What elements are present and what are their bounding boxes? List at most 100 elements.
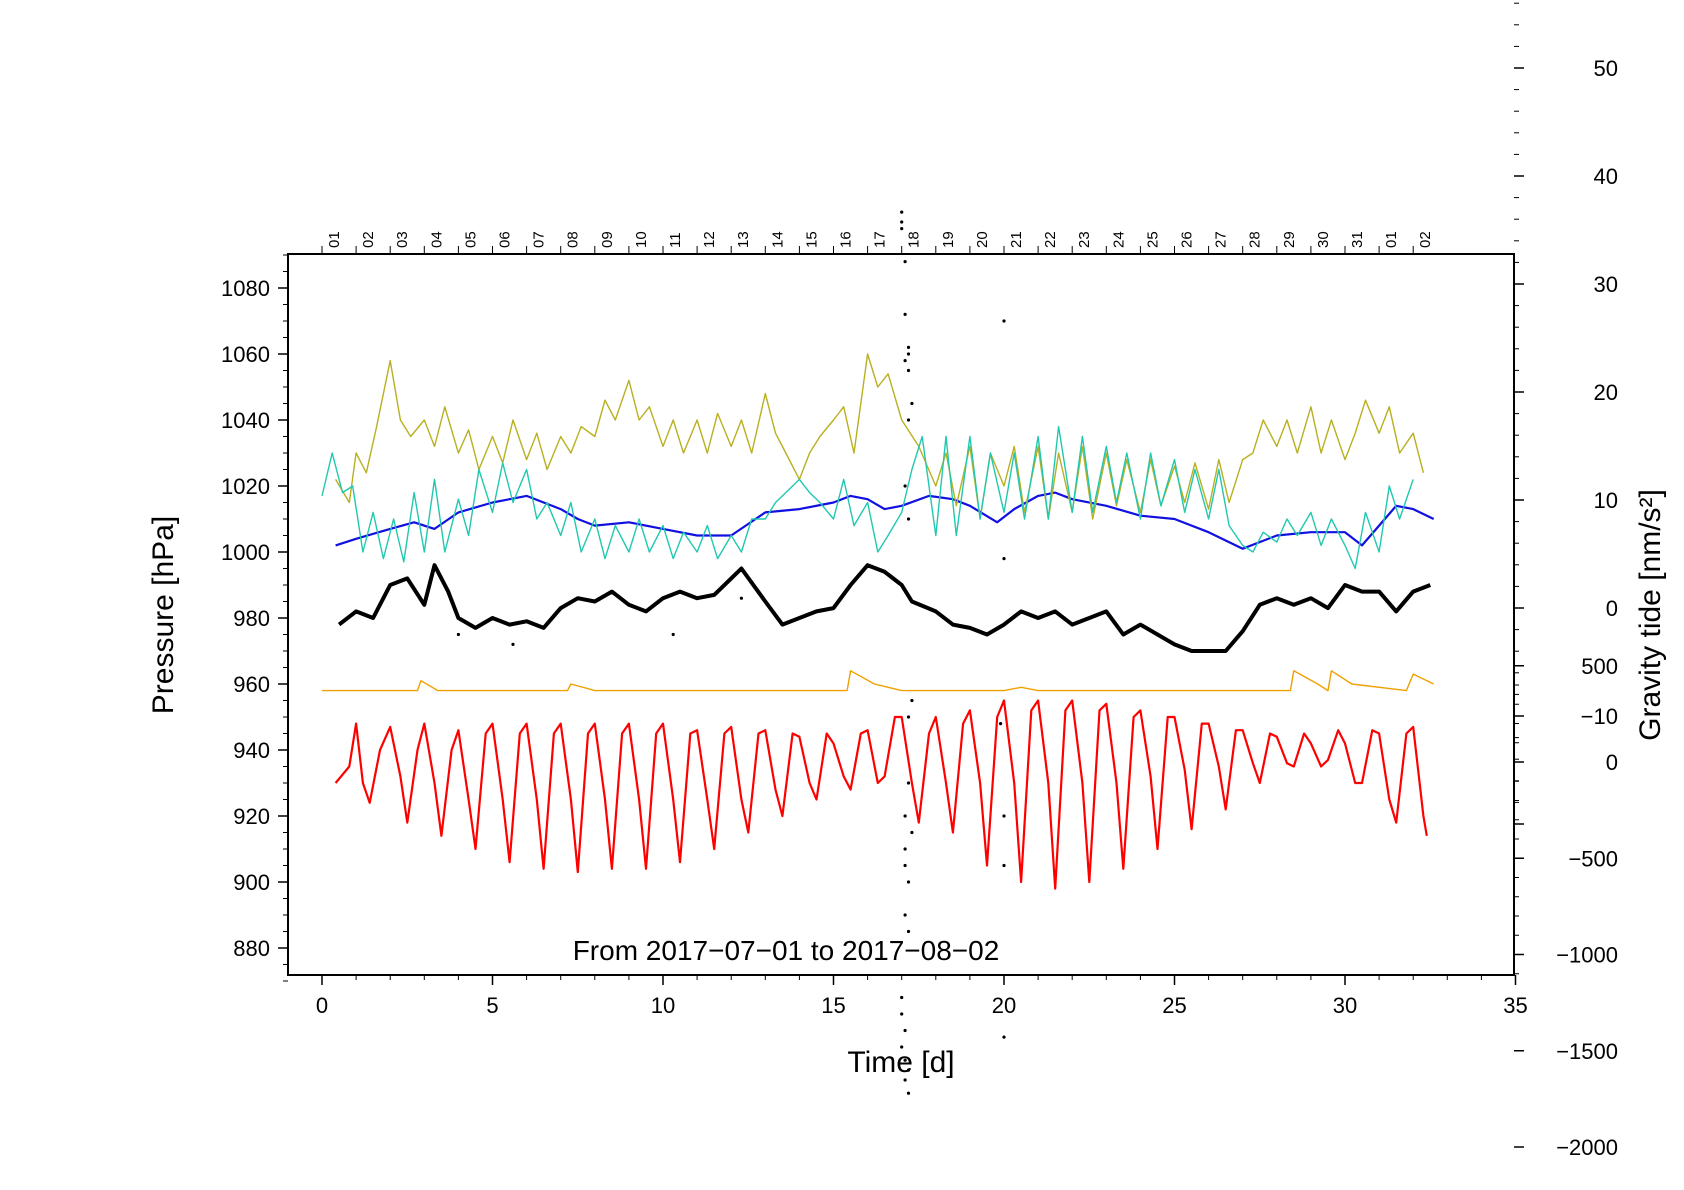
top-day-label: 12	[701, 231, 718, 248]
top-day-label: 26	[1179, 231, 1196, 248]
y-right-upper-tick-label: 10	[1594, 488, 1618, 513]
outlier-dot	[906, 1091, 911, 1095]
outlier-dot	[910, 698, 914, 703]
outlier-dot	[906, 1068, 911, 1072]
y-left-tick-label: 960	[233, 672, 270, 697]
outlier-dot	[999, 722, 1003, 726]
top-day-label: 02	[360, 231, 377, 248]
outlier-dot	[900, 220, 904, 224]
y-left-tick-label: 880	[233, 936, 270, 961]
top-day-label: 03	[394, 231, 411, 248]
series-line-3	[334, 699, 1428, 890]
top-day-label: 01	[1383, 231, 1400, 248]
outlier-dot	[906, 781, 911, 785]
top-day-label: 05	[462, 231, 479, 248]
series-layer	[321, 353, 1435, 890]
top-day-label: 06	[497, 231, 514, 248]
series-line-4	[334, 353, 1425, 520]
y-right-upper-tick-label: −10	[1581, 704, 1618, 729]
outlier-dot	[900, 1045, 904, 1049]
x-tick-label: 5	[486, 993, 498, 1018]
outlier-dot	[903, 484, 907, 488]
y-right-lower-tick-label: −500	[1568, 846, 1618, 871]
outlier-dot	[910, 830, 914, 835]
y-right-upper-tick-label: 20	[1594, 380, 1618, 405]
series-line-5	[321, 425, 1414, 570]
top-day-label: 04	[428, 231, 445, 248]
y-left-tick-label: 940	[233, 738, 270, 763]
y-right-lower-tick-label: −1500	[1556, 1039, 1618, 1064]
outlier-dot	[903, 814, 907, 818]
series-line-2	[322, 670, 1435, 692]
outlier-dot	[903, 913, 907, 917]
outlier-dot	[906, 715, 911, 719]
top-day-label: 22	[1042, 231, 1059, 248]
y-left-tick-label: 1000	[221, 540, 270, 565]
outlier-dot	[906, 929, 911, 934]
outlier-dot	[900, 1012, 904, 1016]
top-day-label: 17	[872, 231, 889, 248]
top-day-label: 31	[1349, 231, 1366, 248]
y-right-upper-tick-label: 50	[1594, 56, 1618, 81]
outlier-dot	[1002, 319, 1006, 323]
y-right-upper-tick-label: 30	[1594, 272, 1618, 297]
plot-frame	[287, 253, 1515, 976]
y-right-lower-tick-label: −1000	[1556, 943, 1618, 968]
outlier-dot	[906, 418, 911, 422]
outlier-dot	[906, 517, 911, 521]
top-day-label: 14	[769, 231, 786, 248]
y-left-tick-label: 920	[233, 804, 270, 829]
outlier-dot	[903, 1058, 907, 1062]
x-tick-label: 25	[1162, 993, 1186, 1018]
outlier-dot	[456, 632, 460, 637]
x-tick-label: 20	[992, 993, 1016, 1018]
top-day-label: 09	[599, 231, 616, 248]
outlier-dot	[906, 880, 911, 884]
top-day-label: 02	[1417, 231, 1434, 248]
outlier-dot	[900, 210, 904, 214]
y-left-tick-label: 1080	[221, 276, 270, 301]
y-left-tick-label: 1040	[221, 408, 270, 433]
top-day-label: 28	[1247, 231, 1264, 248]
outlier-dot	[906, 352, 911, 356]
outlier-dot	[906, 345, 911, 349]
top-day-label: 13	[735, 231, 752, 248]
top-day-label: 29	[1281, 231, 1298, 248]
outlier-dot	[1002, 863, 1006, 868]
top-day-label: 15	[803, 231, 820, 248]
outlier-dot	[903, 863, 907, 868]
y-right-lower-tick-label: −2000	[1556, 1135, 1618, 1160]
top-day-label: 19	[940, 231, 957, 248]
outlier-dot	[903, 1078, 907, 1082]
top-day-label: 21	[1008, 231, 1025, 248]
outlier-dot	[903, 847, 907, 851]
top-day-label: 18	[906, 231, 923, 248]
outlier-dot	[1002, 814, 1006, 818]
outlier-dot	[903, 359, 907, 363]
y-left-tick-label: 1020	[221, 474, 270, 499]
x-tick-label: 35	[1503, 993, 1527, 1018]
top-day-label: 23	[1076, 231, 1093, 248]
outlier-dot	[671, 632, 675, 637]
outlier-dot	[900, 227, 904, 231]
y-axis-title-right: Gravity tide [nm/s²]	[1634, 489, 1667, 741]
top-day-label: 11	[667, 232, 684, 248]
top-day-label: 27	[1213, 231, 1230, 248]
x-tick-label: 15	[821, 993, 845, 1018]
top-day-label: 20	[974, 231, 991, 248]
top-day-label: 16	[838, 231, 855, 248]
top-day-label: 25	[1144, 231, 1161, 248]
y-left-tick-label: 900	[233, 870, 270, 895]
top-day-label: 07	[531, 231, 548, 248]
x-axis-title: Time [d]	[847, 1046, 954, 1079]
x-tick-label: 10	[651, 993, 675, 1018]
date-range-annotation: From 2017−07−01 to 2017−08−02	[573, 935, 1000, 966]
top-day-label: 24	[1110, 231, 1127, 248]
y-right-upper-tick-label: 0	[1606, 596, 1618, 621]
top-day-label: 08	[565, 231, 582, 248]
y-right-lower-tick-label: 0	[1606, 750, 1618, 775]
outlier-dot	[903, 1028, 907, 1033]
y-right-upper-tick-label: 40	[1594, 164, 1618, 189]
